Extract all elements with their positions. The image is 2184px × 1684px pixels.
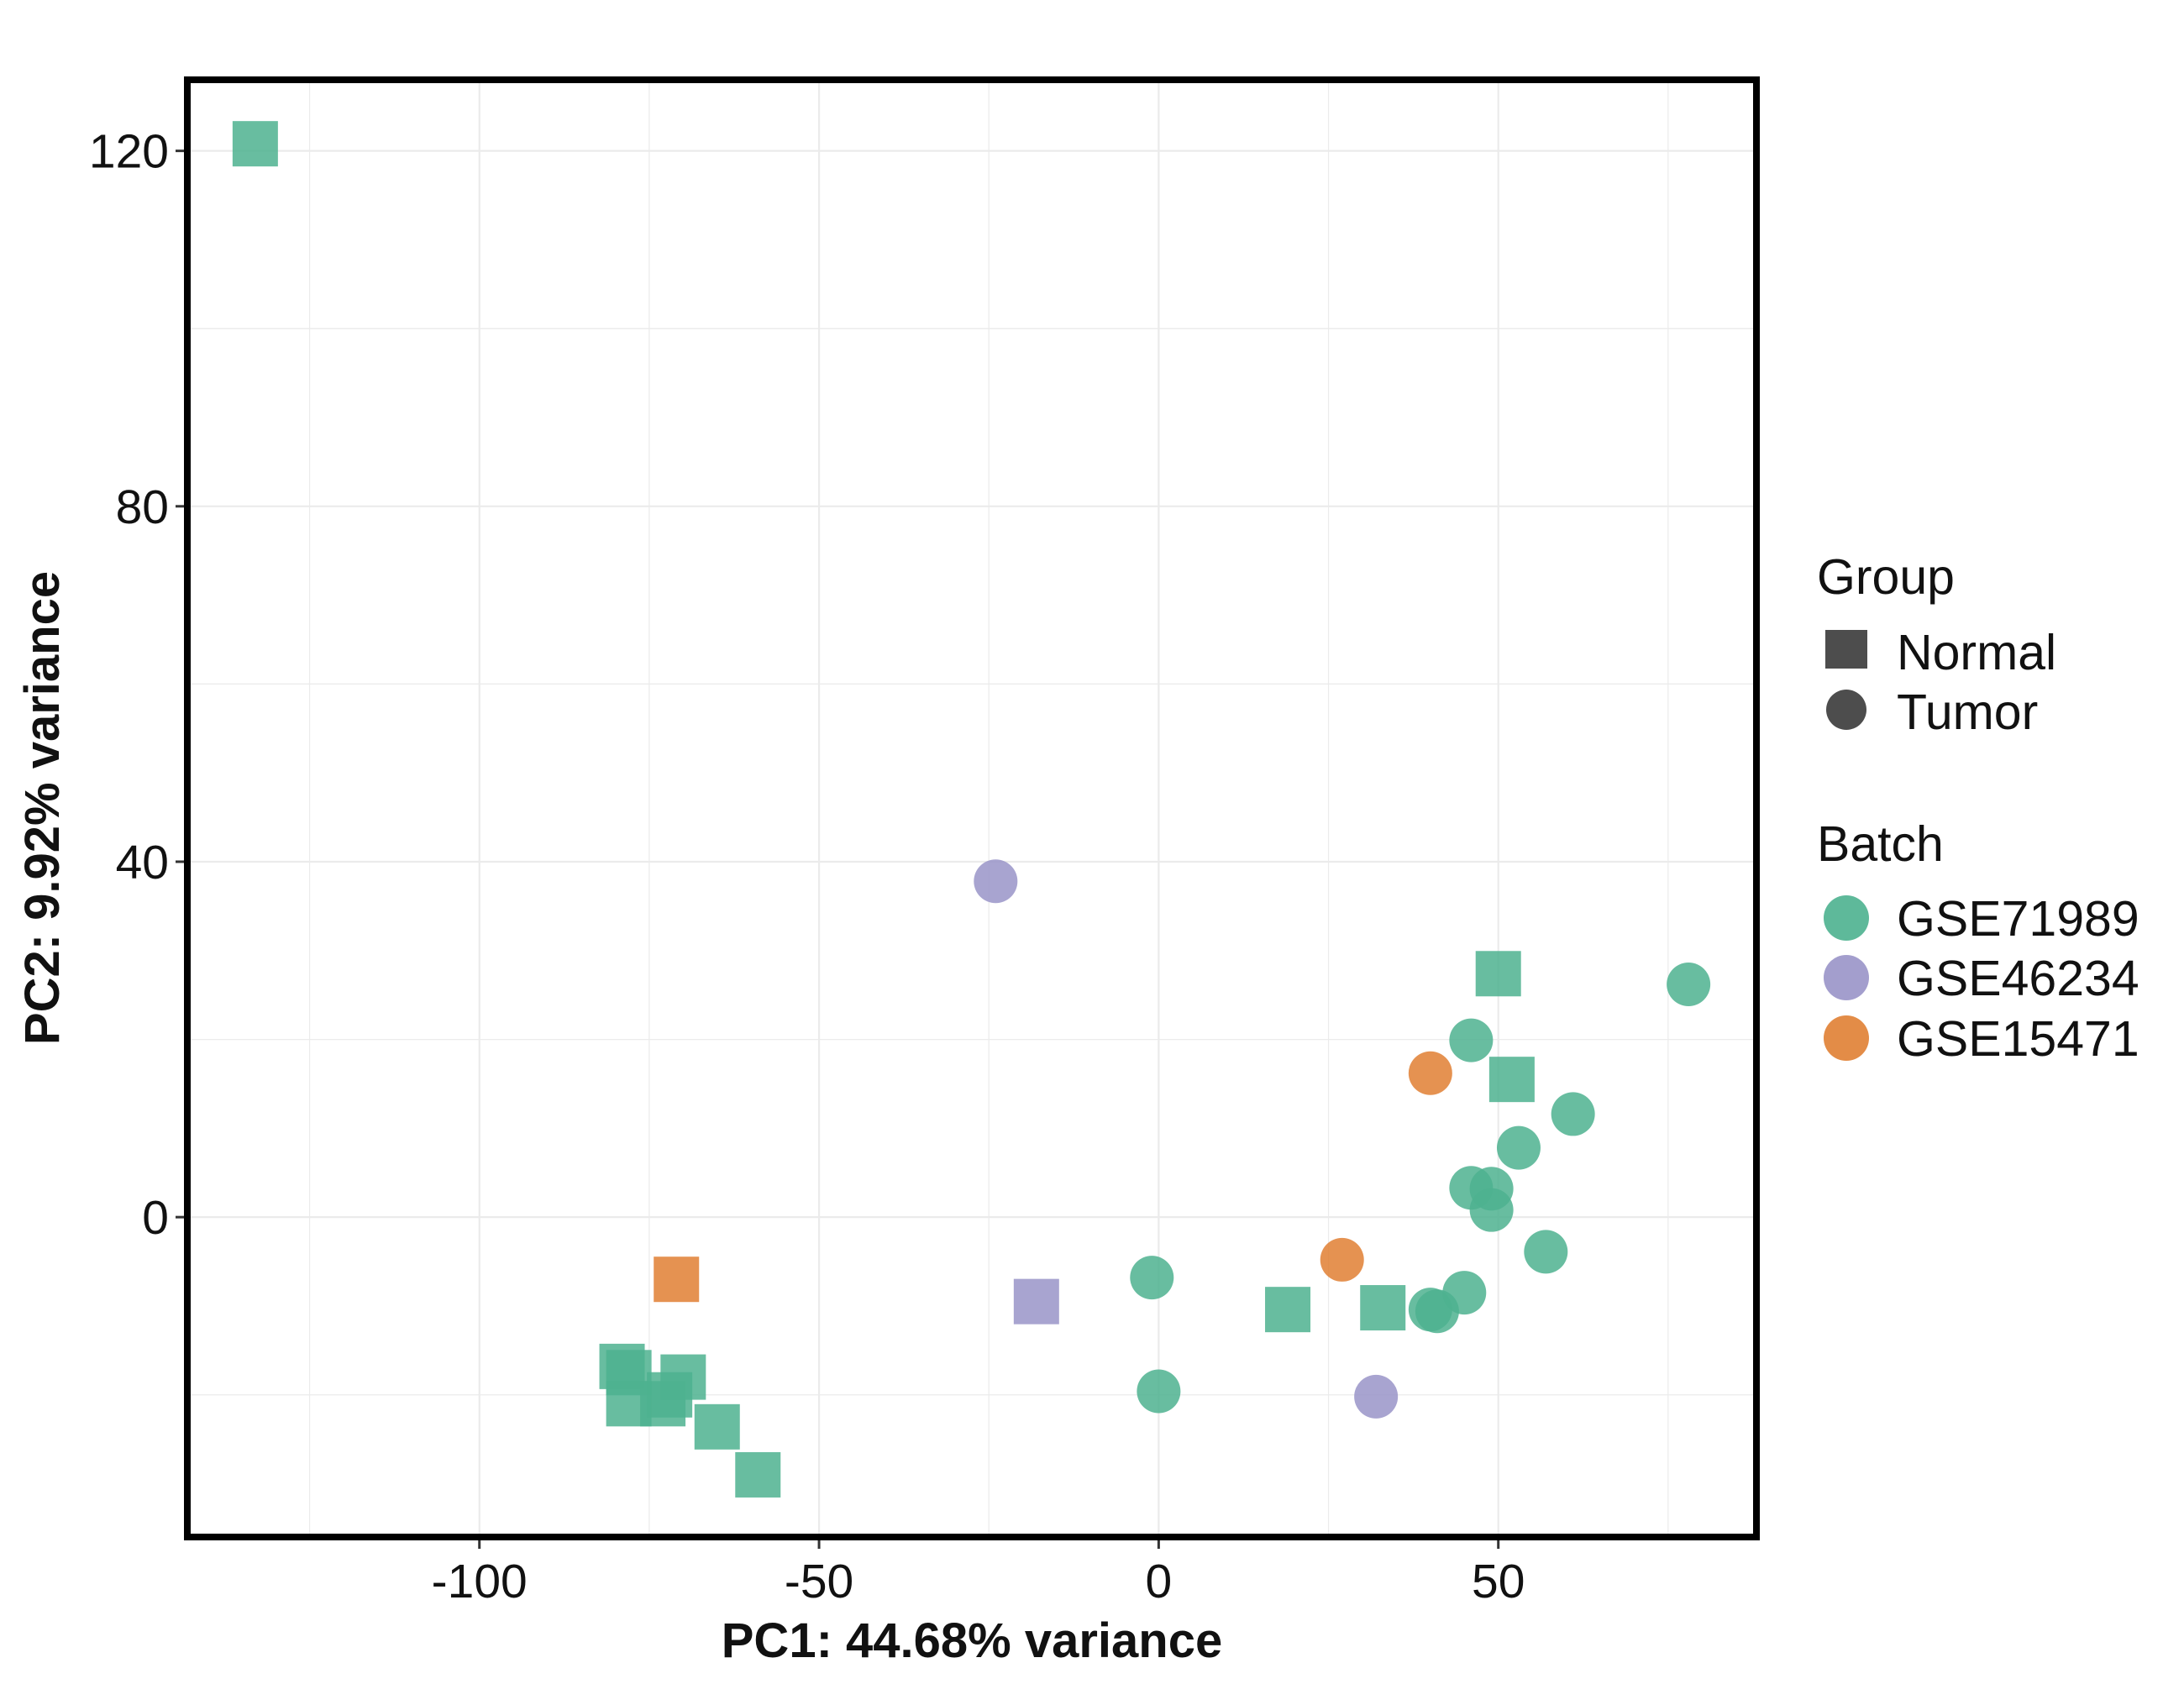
legend-normal-square-icon	[1825, 630, 1867, 669]
x-tick-label: 0	[1146, 1555, 1173, 1608]
tumor-sample-point	[1320, 1237, 1364, 1282]
legend-gse71989-swatch-icon	[1824, 895, 1869, 941]
legend-tumor-label: Tumor	[1897, 685, 2038, 740]
grid-lines	[187, 80, 1756, 1537]
normal-sample-point	[1013, 1278, 1059, 1325]
normal-sample-point	[1475, 951, 1521, 997]
tumor-sample-point	[1449, 1018, 1494, 1062]
tumor-sample-point	[1130, 1256, 1174, 1300]
y-tick-label: 120	[89, 125, 169, 179]
axis-ticks: -100 -50 0 50 0 40 80 120	[89, 125, 1525, 1608]
legend-gse15471-swatch-icon	[1824, 1015, 1869, 1061]
legend-tumor-circle-icon	[1826, 690, 1866, 730]
tumor-sample-point	[1524, 1230, 1568, 1274]
x-tick-label: -100	[432, 1555, 528, 1608]
data-points	[232, 121, 1711, 1498]
x-tick-label: -50	[785, 1555, 853, 1608]
normal-sample-point	[654, 1256, 700, 1303]
normal-sample-point	[232, 121, 278, 167]
legend-gse71989-label: GSE71989	[1897, 891, 2139, 947]
normal-sample-point	[660, 1354, 706, 1400]
normal-sample-point	[1360, 1285, 1406, 1331]
legend-batch-title: Batch	[1817, 816, 1944, 872]
legend-normal-label: Normal	[1897, 625, 2056, 680]
x-tick-label: 50	[1472, 1555, 1525, 1608]
y-tick-label: 40	[116, 836, 169, 889]
plot-frame	[184, 76, 1760, 1540]
tumor-sample-point	[1442, 1271, 1487, 1315]
legend: Group Normal Tumor Batch GSE71989 GSE462…	[1817, 549, 2139, 1067]
tumor-sample-point	[1496, 1125, 1541, 1170]
normal-sample-point	[1265, 1287, 1311, 1333]
y-tick-label: 80	[116, 480, 169, 534]
tumor-sample-point	[1408, 1051, 1452, 1095]
normal-sample-point	[735, 1451, 781, 1498]
y-tick-label: 0	[142, 1191, 169, 1245]
y-axis-title: PC2: 9.92% variance	[15, 571, 70, 1045]
legend-gse46234-label: GSE46234	[1897, 951, 2139, 1006]
tumor-sample-point	[1667, 962, 1711, 1006]
tumor-sample-point	[1137, 1369, 1181, 1414]
legend-group-title: Group	[1817, 549, 1955, 605]
normal-sample-point	[1488, 1057, 1535, 1103]
tumor-sample-point	[1469, 1188, 1514, 1232]
tumor-sample-point	[1551, 1092, 1595, 1136]
x-axis-title: PC1: 44.68% variance	[722, 1613, 1222, 1668]
legend-gse15471-label: GSE15471	[1897, 1011, 2139, 1067]
tumor-sample-point	[1354, 1374, 1399, 1419]
normal-sample-point	[694, 1403, 740, 1450]
tumor-sample-point	[974, 859, 1018, 904]
legend-gse46234-swatch-icon	[1824, 955, 1869, 1000]
